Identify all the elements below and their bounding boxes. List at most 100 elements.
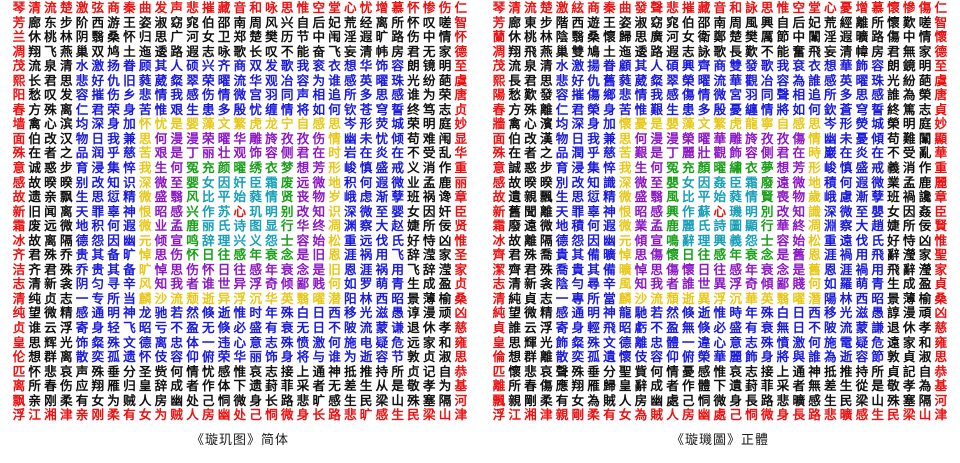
grid-cell: 身 xyxy=(760,350,774,365)
grid-cell: 祸 xyxy=(375,262,389,277)
grid-cell: 想 xyxy=(776,161,790,176)
grid-cell: 志 xyxy=(918,102,932,117)
grid-cell: 堂 xyxy=(328,1,341,15)
grid-cell: 流 xyxy=(28,59,41,74)
grid-cell: 微 xyxy=(524,306,537,321)
grid-cell: 旷 xyxy=(312,393,326,408)
grid-cell: 岑 xyxy=(824,117,837,132)
grid-cell: 心 xyxy=(713,335,727,350)
grid-cell: 為 xyxy=(792,73,806,88)
grid-cell: 形 xyxy=(328,161,341,176)
grid-cell: 女 xyxy=(887,204,900,219)
grid-cell: 蕤 xyxy=(618,73,632,88)
grid-cell: 生 xyxy=(666,102,679,117)
grid-cell: 懷 xyxy=(618,350,632,365)
grid-cell: 志 xyxy=(681,44,695,59)
grid-cell: 采 xyxy=(296,379,310,394)
grid-cell: 炎 xyxy=(855,146,869,161)
grid-cell: 君 xyxy=(296,146,310,161)
grid-cell: 匹 xyxy=(492,364,506,379)
grid-cell: 積 xyxy=(824,175,837,190)
grid-cell: 诗 xyxy=(233,219,247,234)
grid-cell: 秦 xyxy=(603,1,616,15)
grid-cell: 濱 xyxy=(539,117,553,132)
grid-cell: 分 xyxy=(123,364,136,379)
grid-cell: 用 xyxy=(375,248,389,263)
grid-cell: 怀 xyxy=(407,15,420,30)
grid-cell: 贞 xyxy=(44,291,57,306)
grid-cell: 班 xyxy=(407,190,420,205)
grid-cell: 貞 xyxy=(934,277,948,292)
grid-cell: 窈 xyxy=(170,15,183,30)
grid-cell: 葑 xyxy=(265,379,278,394)
grid-cell: 衣 xyxy=(808,59,821,74)
grid-cell: 大 xyxy=(855,219,869,234)
grid-cell: 思 xyxy=(650,262,663,277)
grid-cell: 淑 xyxy=(154,15,168,30)
grid-cell: 荣 xyxy=(201,131,215,146)
grid-cell: 翳 xyxy=(650,190,663,205)
grid-cell: 涯 xyxy=(839,262,853,277)
grid-cell: 曠 xyxy=(792,393,806,408)
grid-cell: 衣 xyxy=(265,161,278,176)
grid-cell: 蒼 xyxy=(839,102,853,117)
grid-cell: 恫 xyxy=(745,408,758,423)
grid-cell: 顯 xyxy=(745,219,758,234)
grid-cell: 容 xyxy=(170,350,183,365)
grid-cell: 容 xyxy=(776,73,790,88)
grid-cell: 虎 xyxy=(249,117,262,132)
grid-cell: 诚 xyxy=(28,161,41,176)
grid-cell: 感 xyxy=(855,408,869,423)
grid-cell: 微 xyxy=(792,175,806,190)
grid-cell: 消 xyxy=(902,161,916,176)
grid-cell: 冤 xyxy=(186,161,199,176)
grid-cell: 飛 xyxy=(808,44,821,59)
grid-cell: 津 xyxy=(59,408,73,423)
grid-cell: 衣 xyxy=(328,59,341,74)
grid-cell: 嬰 xyxy=(666,117,679,132)
grid-cell: 同 xyxy=(280,88,294,103)
grid-cell: 必 xyxy=(233,321,247,336)
grid-cell: 廢 xyxy=(760,175,774,190)
grid-cell: 為 xyxy=(918,379,932,394)
grid-cell: 难 xyxy=(422,131,436,146)
grid-cell: 何 xyxy=(808,102,821,117)
grid-cell: 流 xyxy=(233,73,247,88)
grid-cell: 弦 xyxy=(91,1,105,15)
grid-cell: 宣 xyxy=(650,233,663,248)
grid-cell: 人 xyxy=(650,59,663,74)
grid-cell: 者 xyxy=(666,277,679,292)
caption-simplified: 《璇玑图》简体 xyxy=(190,432,289,448)
grid-cell: 相 xyxy=(792,88,806,103)
grid-cell: 钦 xyxy=(344,102,357,117)
grid-cell: 衰 xyxy=(280,262,294,277)
grid-cell: 感 xyxy=(729,262,742,277)
grid-cell: 恩 xyxy=(824,262,837,277)
grid-cell: 敦 xyxy=(887,350,900,365)
grid-cell: 白 xyxy=(776,306,790,321)
grid-cell: 激 xyxy=(792,335,806,350)
grid-cell: 麗 xyxy=(681,146,695,161)
grid-cell: 始 xyxy=(792,233,806,248)
grid-cell: 傾 xyxy=(871,131,884,146)
grid-cell: 苍 xyxy=(359,102,373,117)
grid-cell: 往 xyxy=(233,262,247,277)
grid-cell: 遠 xyxy=(887,335,900,350)
grid-cell: 為 xyxy=(634,408,648,423)
grid-cell: 伤 xyxy=(170,248,183,263)
grid-cell: 感 xyxy=(666,88,679,103)
grid-cell: 何 xyxy=(650,364,663,379)
grid-cell: 因 xyxy=(422,204,436,219)
grid-cell: 流 xyxy=(650,291,663,306)
grid-cell: 虞 xyxy=(454,73,468,88)
grid-cell: 贼 xyxy=(170,408,183,423)
grid-cell: 改 xyxy=(91,175,105,190)
grid-cell: 不 xyxy=(887,146,900,161)
grid-cell: 推 xyxy=(359,364,373,379)
grid-cell: 敬 xyxy=(407,379,420,394)
grid-cell: 乔 xyxy=(59,248,73,263)
grid-cell: 仇 xyxy=(587,73,600,88)
grid-cell: 厲 xyxy=(760,30,774,45)
grid-cell: 宣 xyxy=(170,233,183,248)
grid-cell: 己 xyxy=(681,393,695,408)
